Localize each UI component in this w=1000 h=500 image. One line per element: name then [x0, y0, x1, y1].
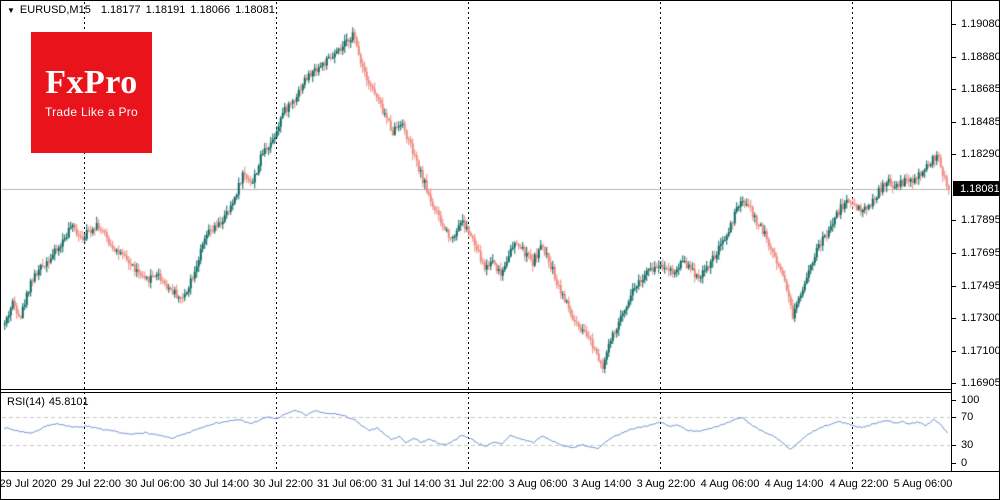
price-tick-label: 1.19080: [961, 17, 1000, 30]
rsi-header: RSI(14) 45.8101: [7, 396, 93, 408]
price-tick: [951, 122, 956, 124]
rsi-tick-label: 0: [961, 457, 968, 469]
fxpro-logo-tagline: Trade Like a Pro: [44, 105, 139, 119]
symbol-label: EURUSD,M15: [19, 4, 91, 16]
ohlc-low: 1.18066: [190, 4, 231, 16]
time-tick-label: 3 Aug 06:00: [508, 478, 568, 490]
time-tick-label: 4 Aug 22:00: [829, 478, 889, 490]
price-tick: [951, 219, 956, 221]
price-tick-label: 1.17300: [961, 311, 1000, 324]
price-tick: [951, 89, 956, 91]
price-tick-label: 1.18880: [961, 50, 1000, 63]
time-tick-label: 30 Jul 06:00: [125, 478, 185, 490]
price-tick: [951, 350, 956, 352]
rsi-tick: [951, 463, 956, 464]
pane-separator[interactable]: [1, 389, 999, 393]
rsi-tick-label: 30: [961, 439, 974, 452]
rsi-tick-label: 70: [961, 410, 974, 423]
time-tick-label: 5 Aug 06:00: [893, 478, 953, 490]
time-tick-label: 30 Jul 14:00: [189, 478, 249, 490]
symbol-dropdown[interactable]: ▼ EURUSD,M15: [7, 4, 91, 16]
current-price-badge: 1.18081: [953, 181, 999, 197]
price-tick-label: 1.18485: [961, 116, 1000, 129]
time-tick-label: 31 Jul 22:00: [444, 478, 504, 490]
rsi-value: 45.8101: [48, 396, 89, 408]
ohlc-header: ▼ EURUSD,M15 1.18177 1.18191 1.18066 1.1…: [7, 4, 275, 16]
fxpro-logo-title: FxPro: [45, 64, 138, 101]
rsi-tick: [951, 445, 956, 447]
price-tick: [951, 252, 956, 254]
price-tick-label: 1.18290: [961, 148, 1000, 161]
time-tick-label: 4 Aug 14:00: [764, 478, 824, 490]
price-tick: [951, 56, 956, 58]
ohlc-close: 1.18081: [235, 4, 275, 16]
fxpro-logo: FxPro Trade Like a Pro: [31, 32, 152, 153]
price-tick-label: 1.18685: [961, 83, 1000, 96]
time-tick-label: 31 Jul 06:00: [317, 478, 377, 490]
time-tick-label: 3 Aug 14:00: [572, 478, 632, 490]
price-tick-label: 1.16905: [961, 376, 1000, 389]
price-chart-canvas[interactable]: [2, 2, 950, 389]
price-tick-label: 1.17695: [961, 246, 1000, 259]
time-tick-label: 29 Jul 2020: [0, 478, 57, 490]
price-tick-label: 1.17495: [961, 279, 1000, 292]
price-tick: [951, 23, 956, 25]
price-tick: [951, 382, 956, 384]
rsi-label: RSI(14): [7, 396, 45, 408]
chevron-down-icon: ▼: [7, 5, 15, 15]
time-tick-label: 31 Jul 14:00: [381, 478, 441, 490]
price-axis[interactable]: 1.18081 1.19080 1.18880 1.18685 1.18485 1.18…: [951, 1, 1000, 471]
rsi-tick: [951, 416, 956, 418]
price-tick: [951, 317, 956, 319]
rsi-tick: [951, 400, 956, 401]
ohlc-high: 1.18191: [145, 4, 186, 16]
time-tick-label: 30 Jul 22:00: [253, 478, 313, 490]
time-axis[interactable]: 29 Jul 2020 29 Jul 22:00 30 Jul 06:00 30 Ju…: [0, 471, 999, 499]
price-tick: [951, 285, 956, 287]
rsi-tick-label: 100: [961, 394, 980, 406]
ohlc-open: 1.18177: [100, 4, 141, 16]
rsi-indicator-canvas[interactable]: [2, 393, 950, 471]
price-tick-label: 1.17895: [961, 213, 1000, 226]
time-tick-label: 29 Jul 22:00: [61, 478, 121, 490]
time-tick-label: 4 Aug 06:00: [700, 478, 760, 490]
price-tick: [951, 154, 956, 156]
time-tick-label: 3 Aug 22:00: [636, 478, 696, 490]
price-tick-label: 1.17100: [961, 344, 1000, 357]
